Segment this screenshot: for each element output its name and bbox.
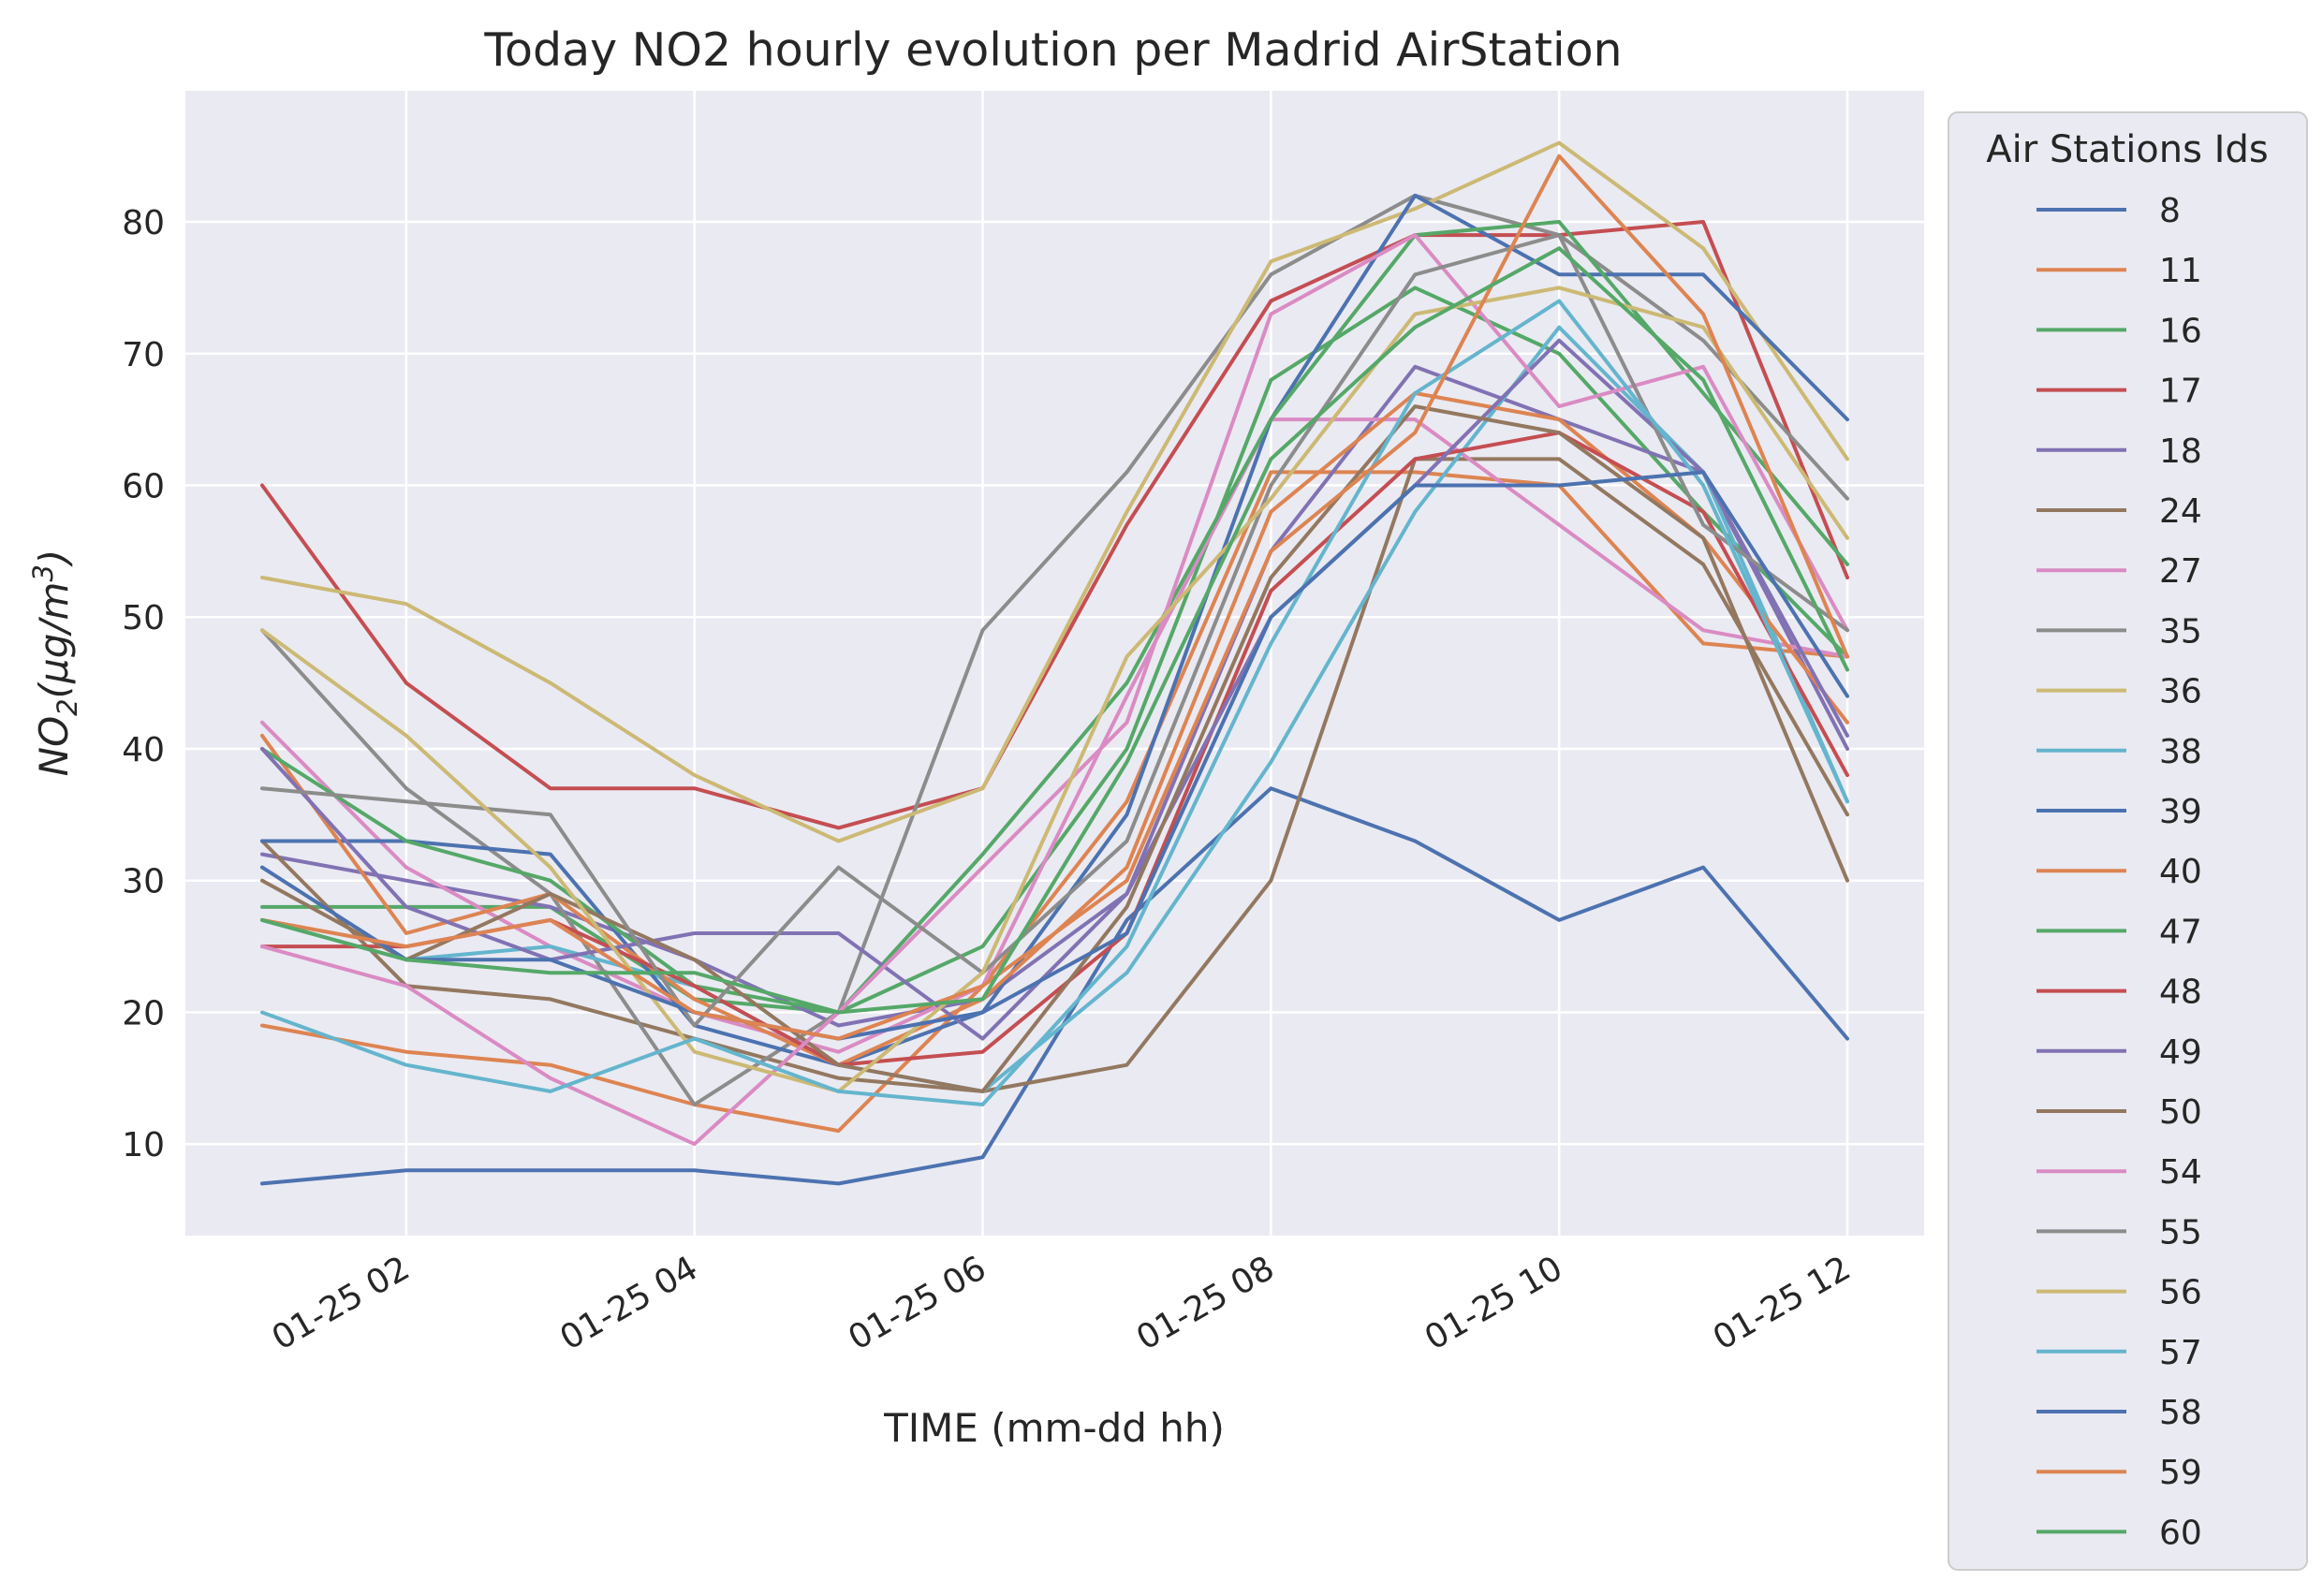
legend-label: 47 bbox=[2159, 913, 2202, 951]
series-line-59 bbox=[260, 154, 1849, 1041]
legend-label: 48 bbox=[2159, 974, 2202, 1012]
y-tick-label: 60 bbox=[122, 468, 165, 506]
y-tick-labels: 10 20 30 40 50 60 70 80 bbox=[122, 204, 165, 1164]
legend-item-35: 35 bbox=[2036, 612, 2202, 651]
series-line-18 bbox=[260, 364, 1849, 1028]
legend-items: 8 11 16 17 18 24 27 35 36 38 39 40 47 48 49 50 54 55 56 57 5… bbox=[2036, 192, 2202, 1552]
x-axis-label: TIME (mm-dd hh) bbox=[883, 1405, 1225, 1451]
legend-label: 50 bbox=[2159, 1093, 2202, 1132]
legend-item-57: 57 bbox=[2036, 1334, 2202, 1372]
legend-item-56: 56 bbox=[2036, 1274, 2202, 1312]
legend-label: 11 bbox=[2159, 252, 2202, 290]
series-line-56 bbox=[260, 286, 1849, 1093]
legend-item-48: 48 bbox=[2036, 974, 2202, 1012]
series-line-38 bbox=[260, 325, 1849, 1093]
legend-label: 59 bbox=[2159, 1454, 2202, 1492]
series-lines bbox=[260, 140, 1849, 1186]
series-line-47 bbox=[260, 220, 1849, 1015]
x-tick-label: 01-25 02 bbox=[266, 1249, 417, 1357]
legend-label: 38 bbox=[2159, 733, 2202, 771]
series-line-16 bbox=[260, 286, 1849, 1015]
legend-label: 57 bbox=[2159, 1334, 2202, 1372]
y-tick-label: 30 bbox=[122, 863, 165, 901]
legend-item-24: 24 bbox=[2036, 492, 2202, 531]
x-tick-label: 01-25 04 bbox=[554, 1249, 705, 1357]
series-line-49 bbox=[260, 338, 1849, 1041]
legend-item-59: 59 bbox=[2036, 1454, 2202, 1492]
legend-item-55: 55 bbox=[2036, 1213, 2202, 1252]
series-line-54 bbox=[260, 233, 1849, 1147]
legend-item-16: 16 bbox=[2036, 312, 2202, 350]
plot-area bbox=[185, 91, 1924, 1236]
x-tick-label: 01-25 10 bbox=[1419, 1249, 1569, 1357]
legend-item-47: 47 bbox=[2036, 913, 2202, 951]
legend-label: 18 bbox=[2159, 432, 2202, 471]
legend-label: 27 bbox=[2159, 552, 2202, 591]
legend-label: 49 bbox=[2159, 1033, 2202, 1072]
x-tick-label: 01-25 08 bbox=[1130, 1249, 1281, 1357]
series-line-27 bbox=[260, 417, 1849, 1054]
y-tick-label: 80 bbox=[122, 204, 165, 242]
legend-item-50: 50 bbox=[2036, 1093, 2202, 1132]
series-line-36 bbox=[260, 140, 1849, 843]
legend-item-40: 40 bbox=[2036, 853, 2202, 891]
legend-item-11: 11 bbox=[2036, 252, 2202, 290]
legend-label: 24 bbox=[2159, 492, 2202, 531]
legend-box bbox=[1948, 111, 2308, 1571]
legend-item-60: 60 bbox=[2036, 1514, 2202, 1552]
legend-label: 54 bbox=[2159, 1153, 2202, 1192]
y-tick-label: 50 bbox=[122, 599, 165, 637]
legend-title: Air Stations Ids bbox=[1986, 128, 2268, 171]
series-line-58 bbox=[260, 470, 1849, 1041]
legend: Air Stations Ids 8 11 16 17 18 24 27 35 36 38 39 40… bbox=[1948, 111, 2308, 1571]
legend-item-39: 39 bbox=[2036, 793, 2202, 831]
legend-label: 40 bbox=[2159, 853, 2202, 891]
x-tick-labels: 01-25 02 01-25 04 01-25 06 01-25 08 01-25 10… bbox=[266, 1249, 1858, 1357]
y-tick-label: 10 bbox=[122, 1126, 165, 1164]
y-axis-label: NO2(μg/m3) bbox=[27, 549, 83, 777]
grid-lines bbox=[185, 91, 1924, 1236]
legend-label: 39 bbox=[2159, 793, 2202, 831]
legend-label: 60 bbox=[2159, 1514, 2202, 1552]
legend-label: 8 bbox=[2159, 192, 2181, 230]
legend-item-38: 38 bbox=[2036, 733, 2202, 771]
legend-item-27: 27 bbox=[2036, 552, 2202, 591]
series-line-8 bbox=[260, 786, 1849, 1186]
legend-label: 35 bbox=[2159, 612, 2202, 651]
y-tick-label: 20 bbox=[122, 994, 165, 1032]
legend-label: 58 bbox=[2159, 1394, 2202, 1432]
legend-label: 16 bbox=[2159, 312, 2202, 350]
legend-item-36: 36 bbox=[2036, 673, 2202, 711]
series-line-55 bbox=[260, 233, 1849, 1028]
legend-item-18: 18 bbox=[2036, 432, 2202, 471]
legend-item-49: 49 bbox=[2036, 1033, 2202, 1072]
legend-label: 55 bbox=[2159, 1213, 2202, 1252]
legend-item-58: 58 bbox=[2036, 1394, 2202, 1432]
series-line-24 bbox=[260, 457, 1849, 1093]
y-tick-label: 70 bbox=[122, 336, 165, 374]
legend-label: 17 bbox=[2159, 373, 2202, 411]
series-line-60 bbox=[260, 246, 1849, 1015]
legend-item-54: 54 bbox=[2036, 1153, 2202, 1192]
series-line-57 bbox=[260, 299, 1849, 1106]
x-tick-label: 01-25 06 bbox=[842, 1249, 992, 1357]
y-tick-label: 40 bbox=[122, 731, 165, 769]
legend-item-8: 8 bbox=[2036, 192, 2181, 230]
series-line-39 bbox=[260, 193, 1849, 1067]
chart-title: Today NO2 hourly evolution per Madrid Ai… bbox=[483, 23, 1622, 77]
x-tick-label: 01-25 12 bbox=[1707, 1249, 1858, 1357]
legend-item-17: 17 bbox=[2036, 373, 2202, 411]
series-line-17 bbox=[260, 220, 1849, 830]
legend-label: 56 bbox=[2159, 1274, 2202, 1312]
series-line-50 bbox=[260, 404, 1849, 1093]
legend-label: 36 bbox=[2159, 673, 2202, 711]
